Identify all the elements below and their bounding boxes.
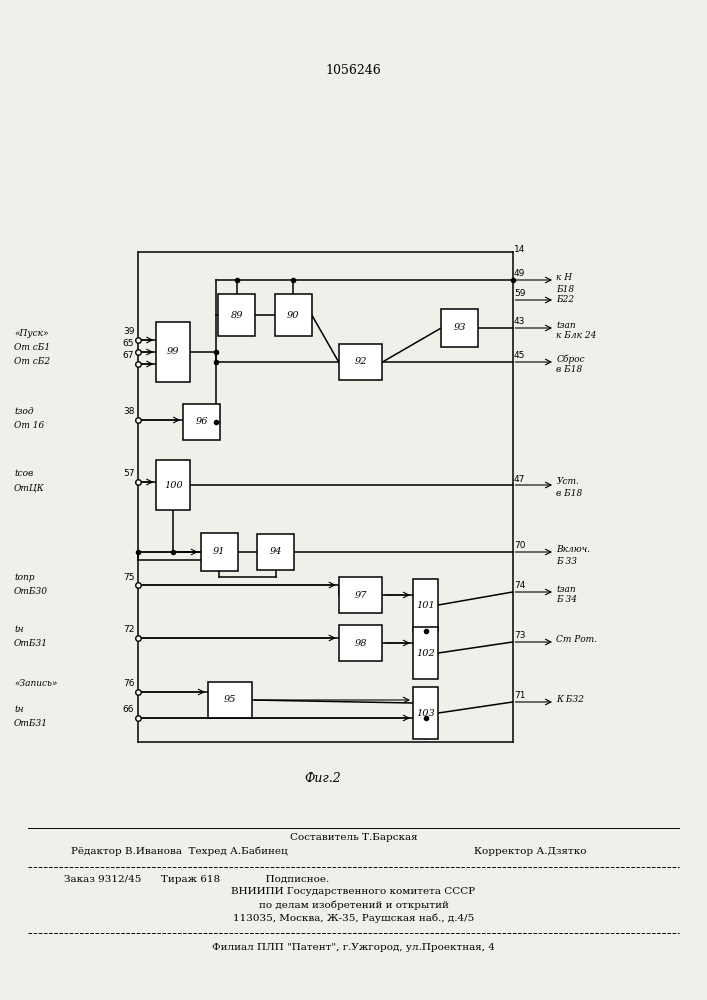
Text: «Запись»: «Запись» xyxy=(14,680,57,688)
FancyBboxPatch shape xyxy=(441,309,478,347)
Text: 65: 65 xyxy=(123,340,134,349)
Text: От 16: От 16 xyxy=(14,422,45,430)
FancyBboxPatch shape xyxy=(201,533,238,571)
Text: 90: 90 xyxy=(287,310,300,320)
Text: Составитель Т.Барская: Составитель Т.Барская xyxy=(290,834,417,842)
Text: 49: 49 xyxy=(514,269,525,278)
FancyBboxPatch shape xyxy=(339,344,382,380)
Text: 97: 97 xyxy=(354,590,367,599)
Text: 103: 103 xyxy=(416,708,435,718)
Text: 43: 43 xyxy=(514,318,525,326)
Text: 75: 75 xyxy=(123,572,134,582)
Text: 59: 59 xyxy=(514,290,525,298)
FancyBboxPatch shape xyxy=(339,625,382,661)
Text: Б 33: Б 33 xyxy=(556,556,578,566)
Text: к Блк 24: к Блк 24 xyxy=(556,332,597,340)
Text: в Б18: в Б18 xyxy=(556,488,583,497)
Text: 93: 93 xyxy=(453,324,466,332)
FancyBboxPatch shape xyxy=(413,579,438,631)
FancyBboxPatch shape xyxy=(339,577,382,613)
Text: 73: 73 xyxy=(514,632,525,641)
Text: 91: 91 xyxy=(213,548,226,556)
Text: ОтЦК: ОтЦК xyxy=(14,484,45,492)
Text: 101: 101 xyxy=(416,600,435,609)
Text: 99: 99 xyxy=(167,348,180,357)
Text: 95: 95 xyxy=(223,696,236,704)
Text: 1056246: 1056246 xyxy=(326,64,381,77)
Text: Фиг.2: Фиг.2 xyxy=(304,772,341,784)
Text: ОтБ30: ОтБ30 xyxy=(14,586,48,595)
Text: tсов: tсов xyxy=(14,470,33,479)
FancyBboxPatch shape xyxy=(257,534,294,570)
Text: в Б18: в Б18 xyxy=(556,365,583,374)
Text: 45: 45 xyxy=(514,352,525,360)
Text: к Н: к Н xyxy=(556,272,573,282)
Text: tопр: tопр xyxy=(14,572,35,582)
Text: Заказ 9312/45      Тираж 618              Подписное.: Заказ 9312/45 Тираж 618 Подписное. xyxy=(64,874,329,884)
Text: 100: 100 xyxy=(164,481,182,489)
Text: Б18: Б18 xyxy=(556,284,575,294)
Text: 92: 92 xyxy=(354,358,367,366)
Text: 70: 70 xyxy=(514,542,525,550)
Text: К Б32: К Б32 xyxy=(556,694,585,704)
Text: tзап: tзап xyxy=(556,584,576,593)
Text: 94: 94 xyxy=(269,548,282,556)
Text: 57: 57 xyxy=(123,470,134,479)
Text: Филиал ПЛП "Патент", г.Ужгород, ул.Проектная, 4: Филиал ПЛП "Патент", г.Ужгород, ул.Проек… xyxy=(212,944,495,952)
Text: tн: tн xyxy=(14,706,23,714)
Text: 38: 38 xyxy=(123,408,134,416)
Text: От сБ1: От сБ1 xyxy=(14,344,50,353)
Text: 39: 39 xyxy=(123,328,134,336)
Text: От сБ2: От сБ2 xyxy=(14,358,50,366)
FancyBboxPatch shape xyxy=(413,627,438,679)
Text: Ст Рот.: Ст Рот. xyxy=(556,635,597,644)
Text: ОтБ31: ОтБ31 xyxy=(14,640,48,648)
Text: 71: 71 xyxy=(514,692,525,700)
Text: tн: tн xyxy=(14,626,23,635)
Text: 74: 74 xyxy=(514,582,525,590)
Text: 96: 96 xyxy=(195,418,208,426)
FancyBboxPatch shape xyxy=(183,404,220,440)
Text: Рёдактор В.Иванова  Техред А.Бабинец: Рёдактор В.Иванова Техред А.Бабинец xyxy=(71,846,288,856)
Text: 14: 14 xyxy=(514,244,525,253)
Text: tзап: tзап xyxy=(556,320,576,330)
FancyBboxPatch shape xyxy=(413,687,438,739)
Text: 66: 66 xyxy=(123,706,134,714)
Text: Уст.: Уст. xyxy=(556,478,579,487)
Text: 102: 102 xyxy=(416,648,435,658)
Text: ОтБ31: ОтБ31 xyxy=(14,720,48,728)
Text: Включ.: Включ. xyxy=(556,544,590,554)
FancyBboxPatch shape xyxy=(156,460,190,510)
FancyBboxPatch shape xyxy=(156,322,190,382)
Text: 72: 72 xyxy=(123,626,134,635)
Text: Б22: Б22 xyxy=(556,296,575,304)
FancyBboxPatch shape xyxy=(208,682,252,718)
Text: 67: 67 xyxy=(123,352,134,360)
Text: по делам изобретений и открытий: по делам изобретений и открытий xyxy=(259,900,448,910)
FancyBboxPatch shape xyxy=(218,294,255,336)
Text: ВНИИПИ Государственного комитета СССР: ВНИИПИ Государственного комитета СССР xyxy=(231,888,476,896)
Text: tзод: tзод xyxy=(14,408,34,416)
Text: Б 34: Б 34 xyxy=(556,595,578,604)
Text: «Пуск»: «Пуск» xyxy=(14,330,49,338)
Text: 89: 89 xyxy=(230,310,243,320)
Text: 76: 76 xyxy=(123,680,134,688)
Text: Сброс: Сброс xyxy=(556,354,585,364)
Text: 98: 98 xyxy=(354,639,367,648)
Text: 47: 47 xyxy=(514,475,525,484)
Text: 113035, Москва, Ж-35, Раушская наб., д.4/5: 113035, Москва, Ж-35, Раушская наб., д.4… xyxy=(233,913,474,923)
Text: Корректор А.Дзятко: Корректор А.Дзятко xyxy=(474,846,586,856)
FancyBboxPatch shape xyxy=(275,294,312,336)
